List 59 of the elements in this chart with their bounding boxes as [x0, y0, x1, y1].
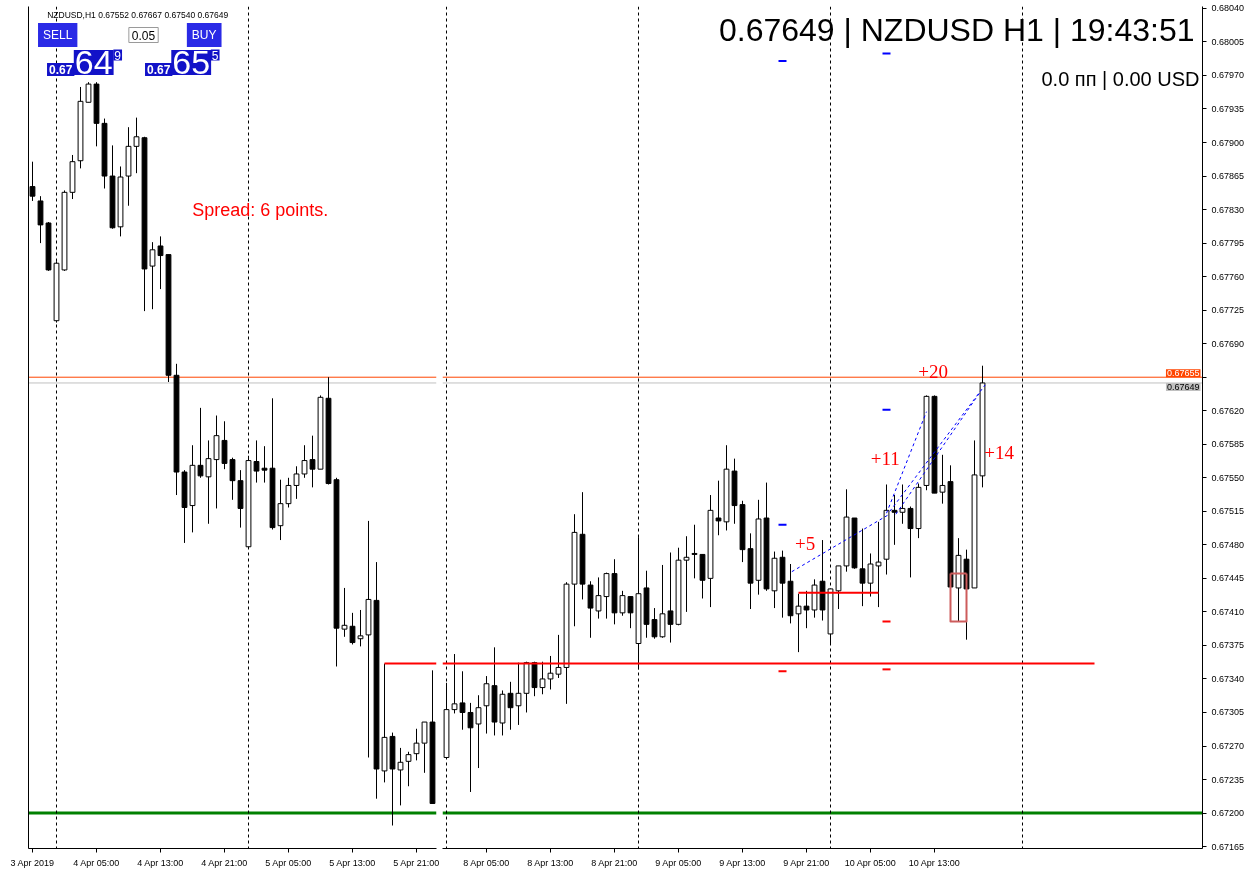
annotation: 0.0 пп | 0.00 USD [1041, 67, 1200, 90]
ref-line-label: 0.67655 [1166, 368, 1200, 379]
y-tick-label: 0.67760 [1211, 271, 1245, 282]
y-tick-label: 0.67270 [1211, 741, 1245, 751]
ref-line-label: 0.67649 [1166, 381, 1200, 392]
y-tick-label: 0.67480 [1211, 539, 1245, 550]
x-tick-label: 4 Apr 13:00 [137, 857, 184, 868]
annotation: BUY [191, 28, 217, 42]
y-tick-label: 0.67235 [1211, 774, 1245, 785]
chart-title: NZDUSD,H1 0.67552 0.67667 0.67540 0.67649 [47, 9, 229, 20]
y-tick-label: 0.67340 [1211, 673, 1245, 684]
y-tick-label: 0.67865 [1211, 171, 1245, 182]
annotation: 5 [211, 48, 219, 63]
annotation: SELL [43, 28, 73, 42]
y-tick-label: 0.67305 [1211, 707, 1245, 718]
y-tick-label: 0.67900 [1211, 137, 1245, 148]
annotation: +5 [795, 533, 816, 554]
x-tick-label: 10 Apr 13:00 [908, 857, 960, 868]
annotation: 65 [172, 43, 211, 81]
x-tick-label: 4 Apr 21:00 [201, 857, 248, 868]
y-tick-label: 0.67515 [1211, 506, 1245, 517]
y-tick-label: 0.67690 [1211, 338, 1245, 349]
x-tick-label: 4 Apr 05:00 [73, 857, 120, 868]
annotation: 0.67 [147, 63, 171, 77]
y-tick-label: 0.67200 [1211, 808, 1245, 819]
annotation: +20 [918, 361, 949, 382]
y-tick-label: 0.67970 [1211, 70, 1245, 81]
y-tick-label: 0.67830 [1211, 204, 1245, 215]
y-tick-label: 0.68040 [1211, 3, 1245, 14]
x-tick-label: 5 Apr 13:00 [329, 857, 376, 868]
annotation: 0.67649 | NZDUSD H1 | 19:43:51 [718, 11, 1195, 48]
x-tick-label: 8 Apr 05:00 [463, 857, 510, 868]
x-tick-label: 9 Apr 13:00 [719, 857, 766, 868]
y-tick-label: 0.67795 [1211, 238, 1245, 249]
y-tick-label: 0.67585 [1211, 439, 1245, 450]
x-tick-label: 8 Apr 13:00 [527, 857, 574, 868]
annotation: 9 [114, 48, 122, 63]
y-tick-label: 0.67375 [1211, 640, 1245, 651]
annotation: 64 [74, 43, 113, 81]
x-tick-label: 5 Apr 05:00 [265, 857, 312, 868]
y-tick-label: 0.67725 [1211, 305, 1245, 316]
y-tick-label: 0.67620 [1211, 405, 1245, 416]
annotation: 0.05 [131, 28, 156, 43]
x-tick-label: 5 Apr 21:00 [393, 857, 440, 868]
y-tick-label: 0.67550 [1211, 472, 1245, 483]
y-tick-label: 0.68005 [1211, 36, 1245, 47]
annotation: +14 [984, 442, 1015, 463]
x-tick-label: 10 Apr 05:00 [844, 857, 896, 868]
x-tick-label: 9 Apr 21:00 [783, 857, 830, 868]
x-tick-label: 9 Apr 05:00 [655, 857, 702, 868]
y-tick-label: 0.67410 [1211, 606, 1245, 617]
y-tick-label: 0.67445 [1211, 573, 1245, 584]
y-tick-label: 0.67165 [1211, 841, 1245, 852]
annotation: Spread: 6 points. [192, 199, 329, 220]
y-tick-label: 0.67935 [1211, 104, 1245, 114]
annotation: 0.67 [49, 63, 73, 77]
annotation: +11 [870, 448, 900, 469]
x-tick-label: 8 Apr 21:00 [591, 857, 638, 868]
x-tick-label: 3 Apr 2019 [10, 857, 55, 868]
